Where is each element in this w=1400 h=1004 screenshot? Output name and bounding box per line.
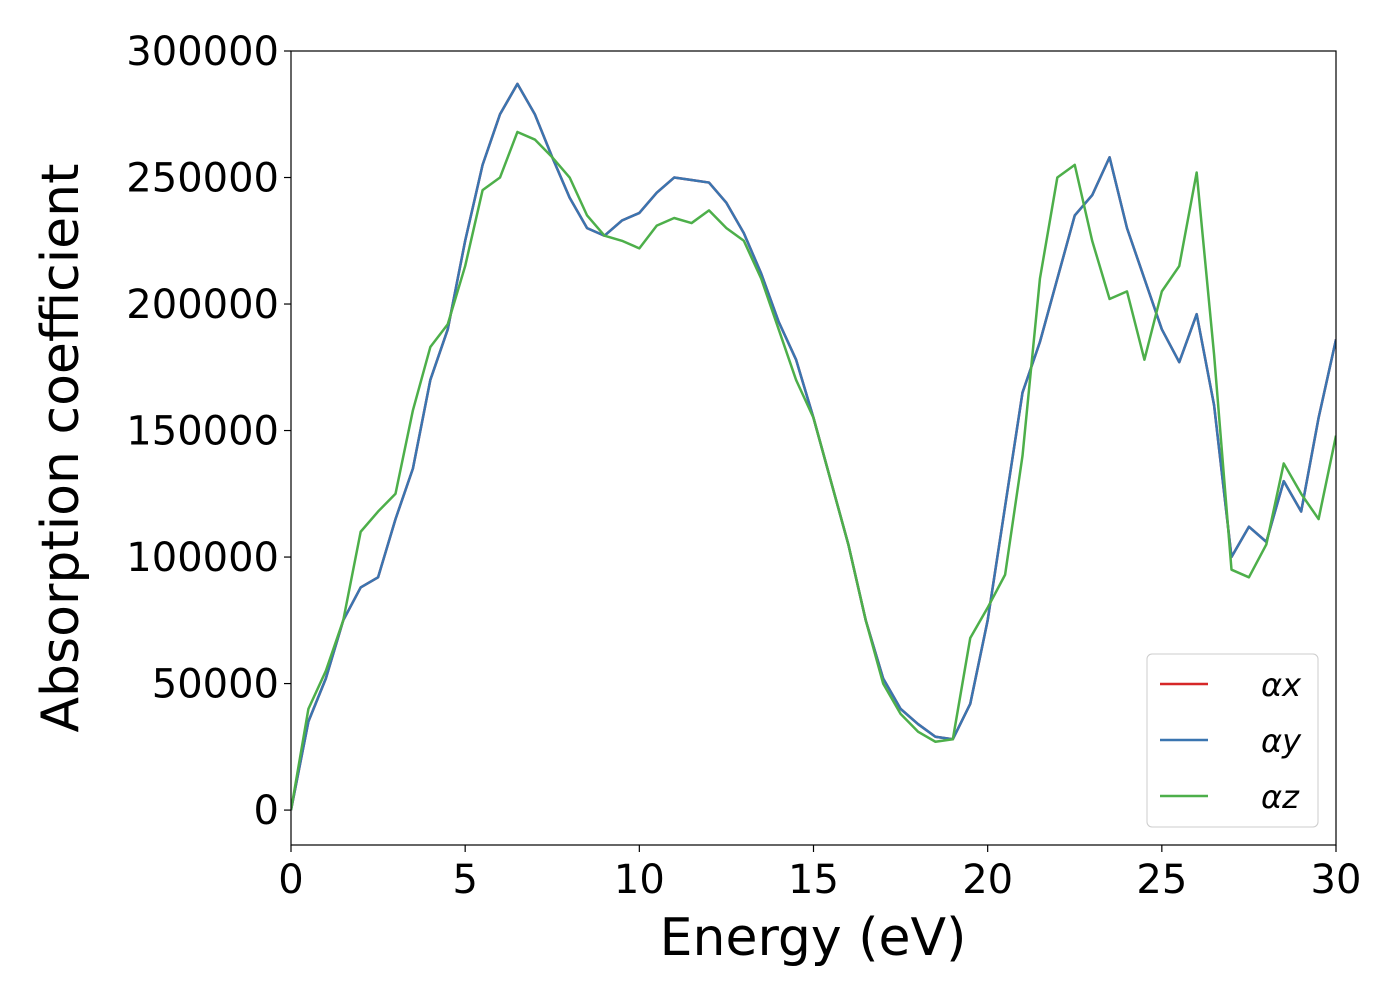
legend-label: αx [1261, 666, 1302, 704]
y-tick-label: 200000 [126, 282, 279, 328]
y-axis-label: Absorption coefficient [31, 163, 91, 732]
legend-box [1146, 653, 1319, 828]
series-line [291, 130, 1336, 811]
y-tick-label: 150000 [126, 409, 279, 455]
y-tick-label: 250000 [126, 156, 279, 202]
x-tick-label: 10 [614, 857, 665, 903]
x-tick-label: 5 [452, 857, 477, 903]
legend-label: αz [1261, 778, 1300, 816]
y-tick-label: 0 [254, 788, 279, 834]
plot-frame [290, 50, 1337, 846]
x-tick-label: 25 [1136, 857, 1187, 903]
x-axis-label: Energy (eV) [660, 908, 967, 968]
x-tick-label: 20 [962, 857, 1013, 903]
y-tick-label: 50000 [152, 662, 279, 708]
legend-label: αy [1261, 722, 1302, 760]
x-tick-label: 30 [1311, 857, 1362, 903]
y-tick-label: 100000 [126, 535, 279, 581]
y-tick-label: 300000 [126, 29, 279, 75]
x-tick-label: 0 [278, 857, 303, 903]
x-tick-label: 15 [788, 857, 839, 903]
